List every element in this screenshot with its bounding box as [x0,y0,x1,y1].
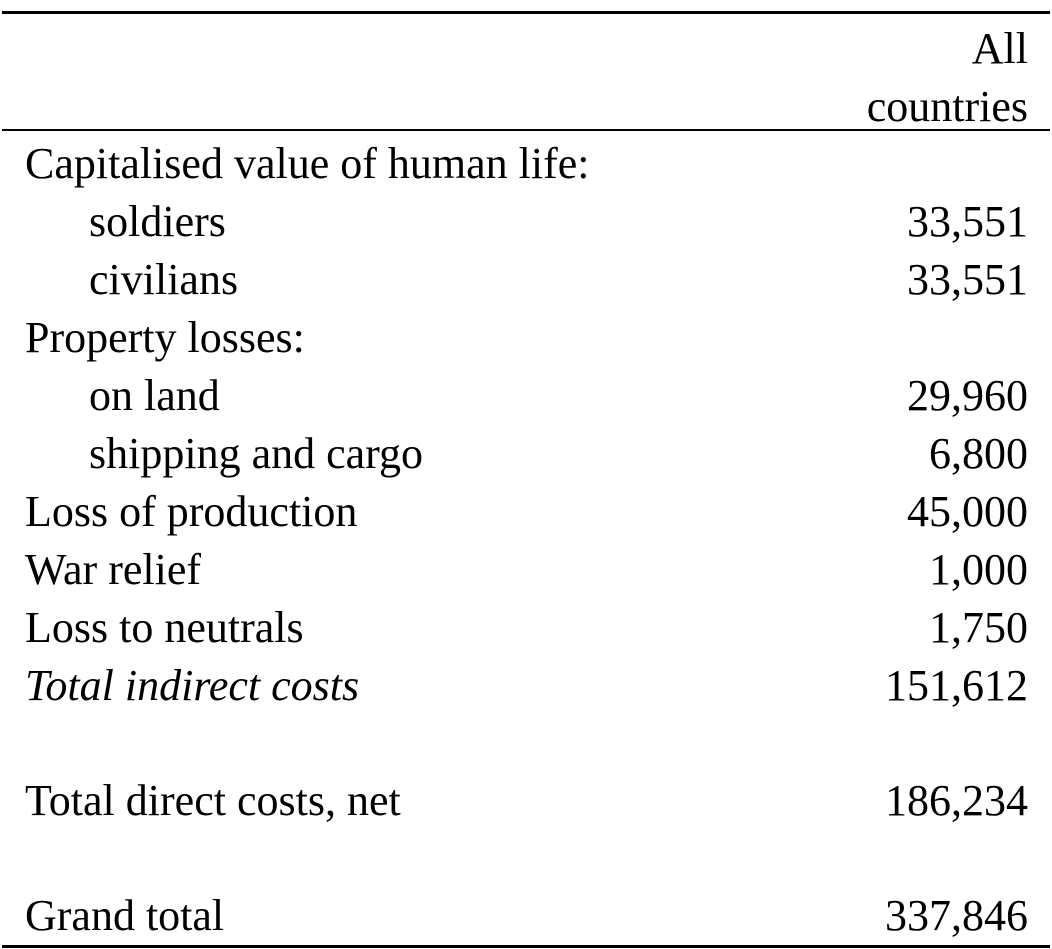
column-header-line-2: countries [866,82,1028,131]
row-label: Capitalised value of human life: [25,139,590,188]
column-header-all-countries: All countries [867,20,1028,136]
row-value: 33,551 [907,255,1028,304]
row-value: 6,800 [929,429,1028,478]
row-label: on land [89,371,220,420]
row-label: shipping and cargo [89,429,424,478]
row-label: Property losses: [25,313,305,362]
row-value: 151,612 [885,661,1028,710]
row-value: 45,000 [907,487,1028,536]
row-value: 1,000 [929,545,1028,594]
row-label: Loss of production [25,487,358,536]
row-label: Loss to neutrals [25,603,304,652]
table-top-rule [2,11,1050,14]
column-header-line-1: All [971,24,1028,73]
table-row-total-direct-costs-net: Total direct costs, net 186,234 [2,715,1050,830]
row-value: 337,846 [885,891,1028,940]
row-label: soldiers [89,197,226,246]
row-label: civilians [89,255,239,304]
row-value: 1,750 [929,603,1028,652]
row-label: Total direct costs, net [25,776,401,825]
table-row-human-life-heading: Capitalised value of human life: [2,135,1050,193]
row-label: War relief [25,545,201,594]
row-value: 29,960 [907,371,1028,420]
table-row-grand-total: Grand total 337,846 [2,830,1050,945]
table-row-loss-to-neutrals: Loss to neutrals 1,750 [2,599,1050,657]
table-row-on-land: on land 29,960 [2,367,1050,425]
table-header: All countries [2,14,1050,131]
row-value: 186,234 [885,776,1028,825]
table-row-total-indirect-costs: Total indirect costs 151,612 [2,657,1050,715]
row-label: Total indirect costs [25,661,360,710]
row-label: Grand total [25,891,225,940]
table-bottom-rule [2,945,1050,948]
table-row-property-losses-heading: Property losses: [2,309,1050,367]
table-row-war-relief: War relief 1,000 [2,541,1050,599]
table-row-civilians: civilians 33,551 [2,251,1050,309]
cost-table: All countries Capitalised value of human… [2,11,1050,948]
table-header-rule [2,129,1050,131]
table-row-loss-of-production: Loss of production 45,000 [2,483,1050,541]
row-value: 33,551 [907,197,1028,246]
table-row-shipping-and-cargo: shipping and cargo 6,800 [2,425,1050,483]
table-row-soldiers: soldiers 33,551 [2,193,1050,251]
